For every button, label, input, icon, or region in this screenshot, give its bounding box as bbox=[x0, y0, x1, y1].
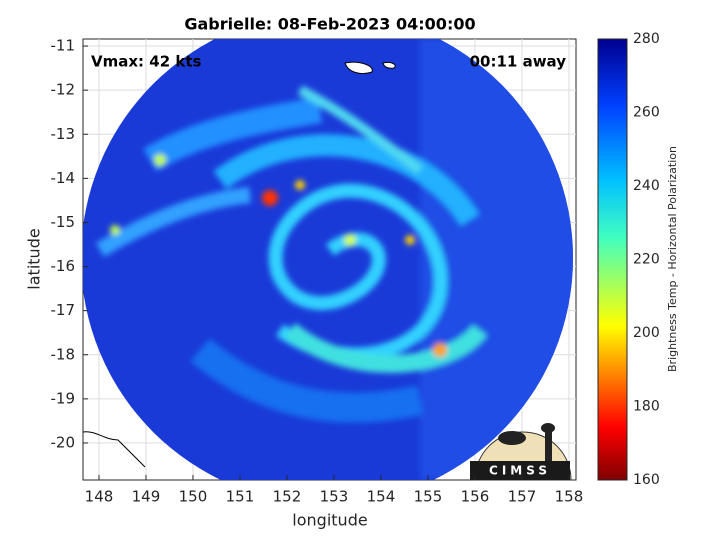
x-tick-label: 155 bbox=[414, 488, 443, 506]
colorbar-tick-label: 240 bbox=[633, 178, 660, 194]
colorbar bbox=[597, 38, 628, 481]
x-tick-label: 149 bbox=[132, 488, 161, 506]
logo-text: CIMSS bbox=[489, 464, 551, 478]
colorbar-tick-label: 280 bbox=[633, 31, 660, 47]
y-axis-label: latitude bbox=[25, 228, 44, 289]
y-tick-label: -17 bbox=[51, 301, 76, 319]
x-tick-label: 152 bbox=[273, 488, 302, 506]
y-tick-label: -18 bbox=[51, 345, 76, 363]
colorbar-tick-label: 200 bbox=[633, 325, 660, 341]
y-tick-label: -16 bbox=[51, 257, 76, 275]
axes: 148 149 150 151 152 153 154 155 156 157 158 -11 -12 -… bbox=[51, 31, 660, 506]
x-tick-label: 154 bbox=[367, 488, 396, 506]
x-axis-label: longitude bbox=[292, 511, 367, 530]
x-tick-label: 156 bbox=[461, 488, 490, 506]
y-tick-label: -13 bbox=[51, 125, 76, 143]
x-tick-label: 157 bbox=[508, 488, 537, 506]
chart-title: Gabrielle: 08-Feb-2023 04:00:00 bbox=[184, 15, 475, 34]
y-tick-label: -12 bbox=[51, 81, 76, 99]
vmax-annotation: Vmax: 42 kts bbox=[91, 53, 201, 71]
x-tick-label: 153 bbox=[320, 488, 349, 506]
y-tick-label: -14 bbox=[51, 169, 76, 187]
colorbar-tick-label: 220 bbox=[633, 252, 660, 268]
x-tick-label: 151 bbox=[226, 488, 255, 506]
colorbar-label: Brightness Temp - Horizontal Polarizatio… bbox=[666, 146, 679, 372]
y-tick-label: -19 bbox=[51, 389, 76, 407]
cimss-logo: CIMSS bbox=[470, 423, 572, 481]
y-tick-label: -11 bbox=[51, 37, 76, 55]
satellite-image bbox=[83, 39, 573, 480]
colorbar-tick-label: 260 bbox=[633, 105, 660, 121]
colorbar-tick-label: 180 bbox=[633, 399, 660, 415]
x-tick-label: 148 bbox=[85, 488, 114, 506]
x-tick-label: 158 bbox=[555, 488, 584, 506]
y-tick-label: -20 bbox=[51, 433, 76, 451]
time-annotation: 00:11 away bbox=[470, 53, 567, 71]
x-tick-label: 150 bbox=[179, 488, 208, 506]
colorbar-tick-label: 160 bbox=[633, 472, 660, 488]
y-tick-label: -15 bbox=[51, 213, 76, 231]
